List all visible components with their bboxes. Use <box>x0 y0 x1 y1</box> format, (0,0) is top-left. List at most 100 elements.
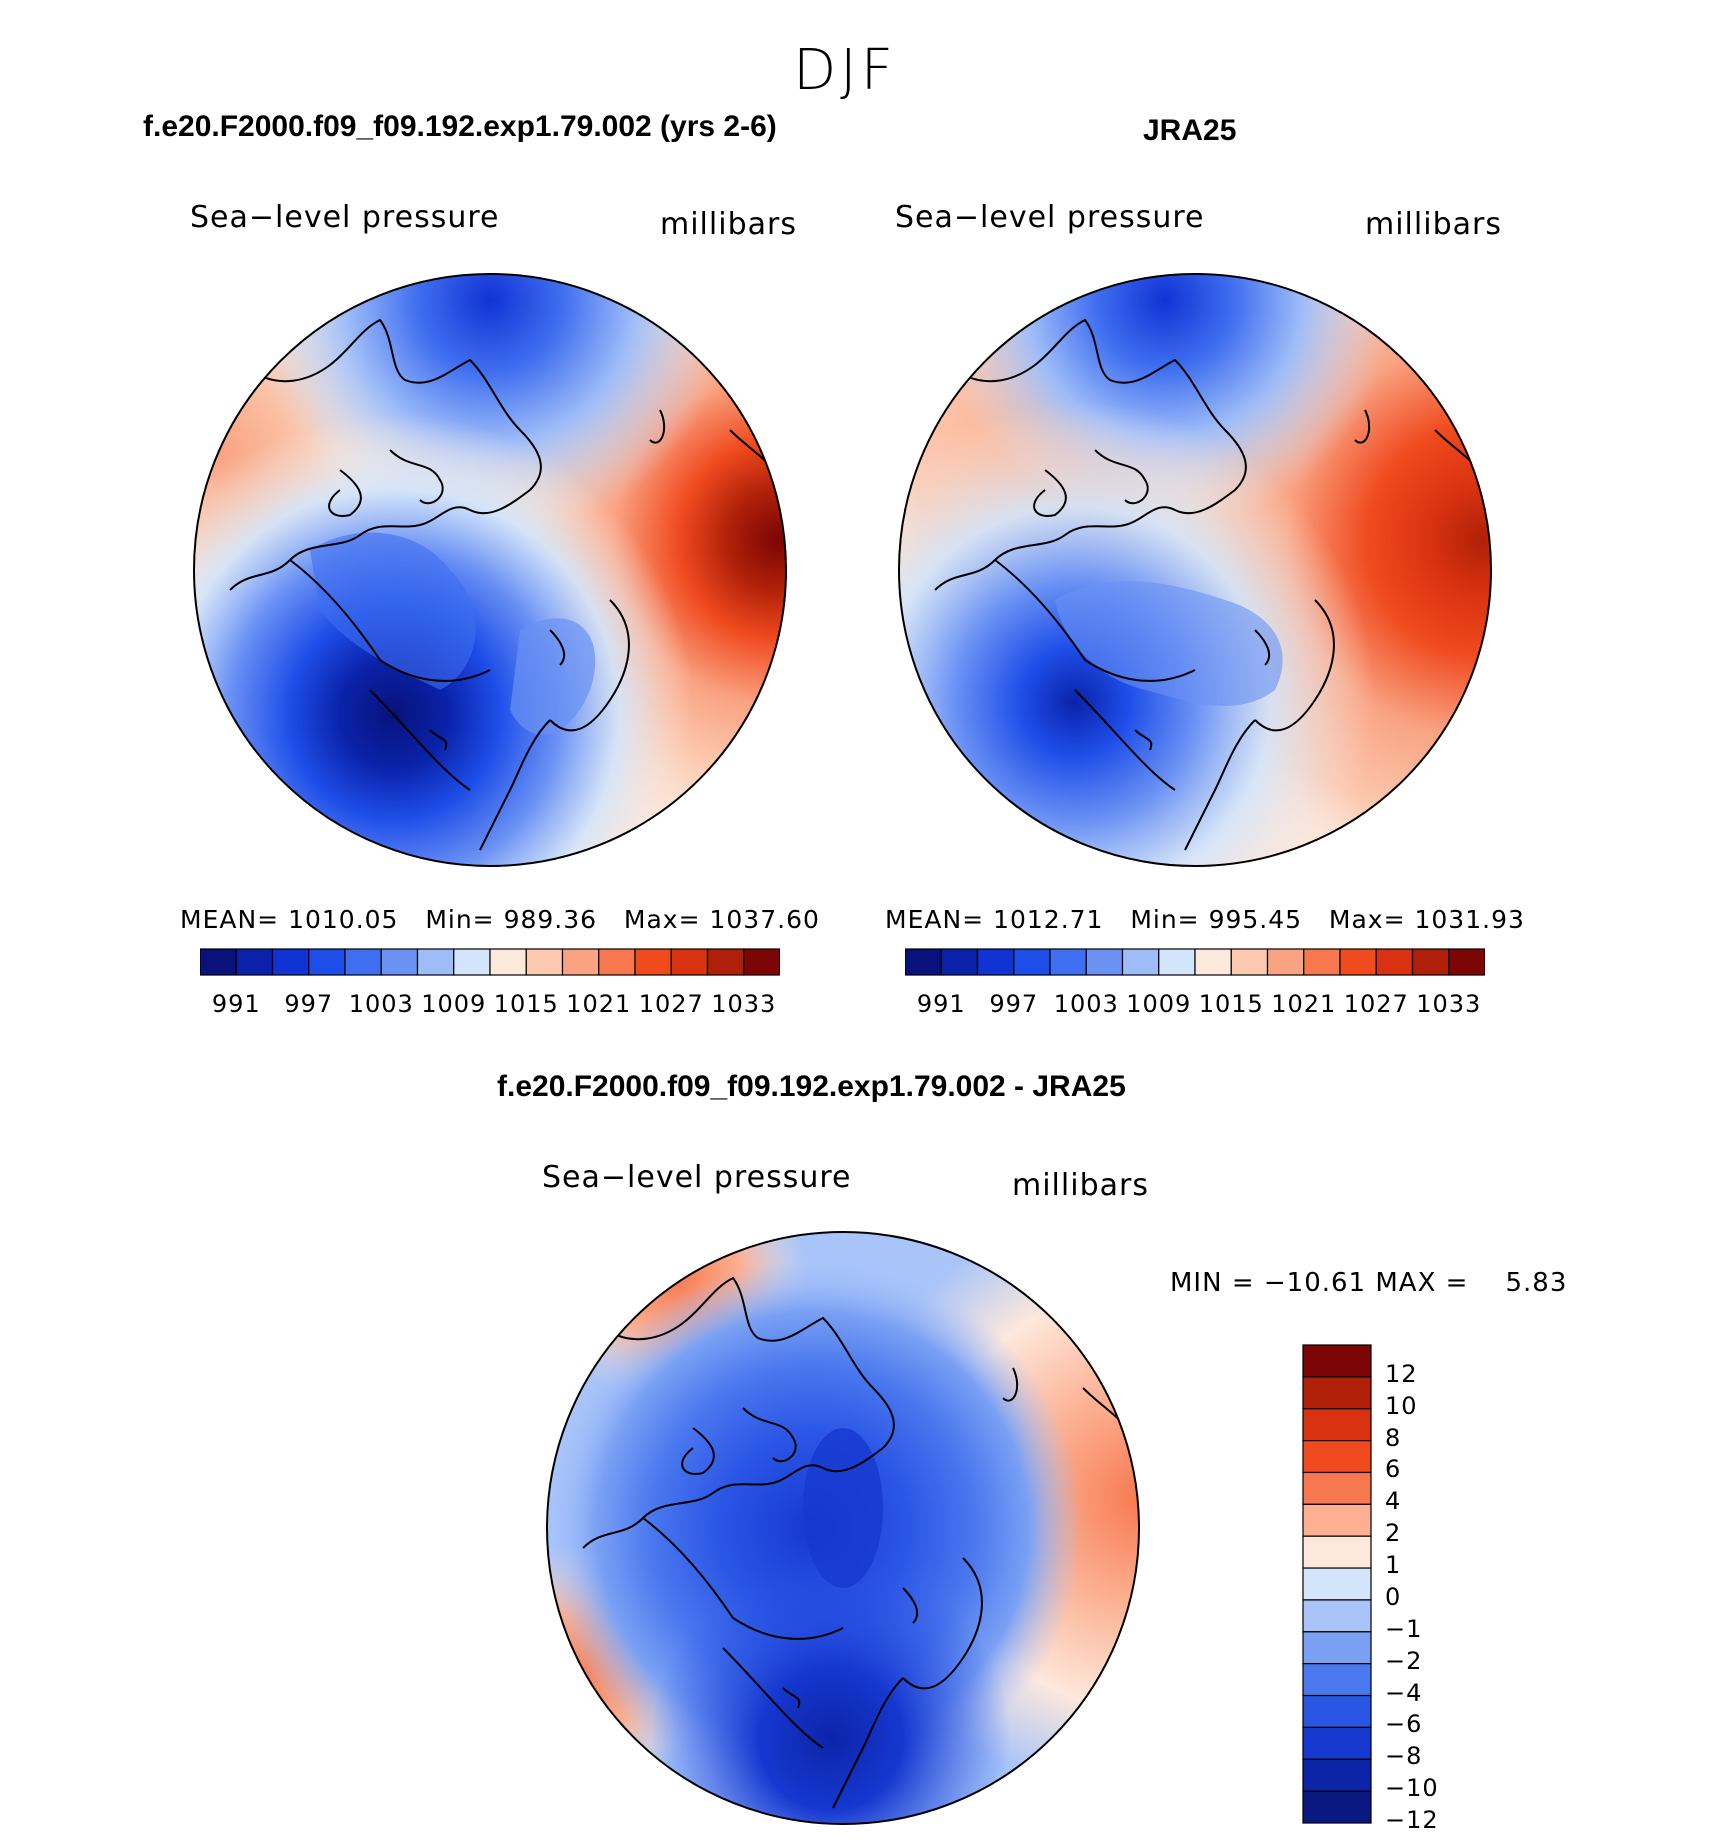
obs-colorbar-tick-labels: 991 997 1003 1009 1015 1021 1027 1033 <box>905 990 1485 1020</box>
model-colorbar-swatch <box>598 948 636 976</box>
diff-colorbar-tick-label: 4 <box>1385 1487 1402 1516</box>
obs-colorbar <box>905 948 1485 976</box>
model-colorbar-tick-label: 1003 <box>348 990 414 1018</box>
obs-colorbar-tick-label: 1021 <box>1271 990 1337 1018</box>
model-colorbar-swatch <box>453 948 491 976</box>
obs-colorbar-swatch <box>1013 948 1051 976</box>
obs-colorbar-swatch <box>940 948 979 976</box>
diff-variable-label: Sea−level pressure <box>542 1160 852 1195</box>
diff-colorbar-swatch <box>1302 1790 1372 1824</box>
obs-stats: MEAN= 1012.71 Min= 995.45 Max= 1031.93 <box>885 905 1525 934</box>
model-colorbar-swatch <box>380 948 419 976</box>
diff-polar-map <box>546 1231 1140 1825</box>
obs-colorbar-swatch <box>1339 948 1377 976</box>
diff-colorbar-swatch <box>1302 1439 1372 1474</box>
diff-colorbar-swatch <box>1302 1567 1372 1601</box>
diff-colorbar-swatch <box>1302 1376 1372 1410</box>
diff-colorbar-swatch <box>1302 1631 1372 1665</box>
diff-colorbar-swatch <box>1302 1694 1372 1728</box>
model-colorbar-swatch <box>235 948 274 976</box>
obs-case-title: JRA25 <box>1143 114 1237 147</box>
obs-colorbar-tick-label: 1027 <box>1343 990 1409 1018</box>
diff-colorbar-tick-label: −1 <box>1385 1614 1423 1643</box>
model-colorbar-swatch <box>489 948 527 976</box>
diff-colorbar-tick-label: −10 <box>1385 1774 1439 1803</box>
model-colorbar-swatch <box>271 948 310 976</box>
model-colorbar-tick-label: 1015 <box>493 990 559 1018</box>
obs-colorbar-swatch <box>1085 948 1124 976</box>
diff-colorbar-tick-label: −8 <box>1385 1742 1423 1771</box>
figure-title-season: DJF <box>793 38 897 103</box>
obs-colorbar-swatch <box>1303 948 1341 976</box>
model-colorbar-tick-label: 1021 <box>566 990 632 1018</box>
obs-colorbar-swatch <box>1448 948 1485 976</box>
diff-colorbar-swatch <box>1302 1503 1372 1537</box>
diff-colorbar-tick-label: −2 <box>1385 1646 1423 1675</box>
obs-max-label: Max= <box>1328 905 1406 934</box>
model-stats: MEAN= 1010.05 Min= 989.36 Max= 1037.60 <box>180 905 820 934</box>
model-case-title: f.e20.F2000.f09_f09.192.exp1.79.002 (yrs… <box>143 110 777 143</box>
diff-colorbar-swatch <box>1302 1535 1372 1569</box>
diff-colorbar-tick-label: 1 <box>1385 1551 1402 1580</box>
model-colorbar-tick-label: 1033 <box>711 990 777 1018</box>
model-colorbar <box>200 948 780 976</box>
obs-mean-label: MEAN= <box>885 905 985 934</box>
model-polar-map <box>193 273 787 867</box>
model-colorbar-swatch <box>525 948 564 976</box>
obs-colorbar-tick-label: 997 <box>989 990 1039 1018</box>
obs-colorbar-tick-label: 1015 <box>1198 990 1264 1018</box>
model-mean-label: MEAN= <box>180 905 280 934</box>
diff-colorbar-tick-label: −4 <box>1385 1678 1423 1707</box>
obs-colorbar-swatch <box>1121 948 1160 976</box>
diff-colorbar-tick-label: 0 <box>1385 1582 1402 1611</box>
obs-colorbar-swatch <box>976 948 1015 976</box>
obs-colorbar-tick-label: 1009 <box>1126 990 1192 1018</box>
diff-colorbar-tick-label: 8 <box>1385 1423 1402 1452</box>
model-units-label: millibars <box>660 207 797 242</box>
model-colorbar-swatch <box>561 948 600 976</box>
diff-colorbar-tick-label: 12 <box>1385 1359 1418 1388</box>
obs-max-value: 1031.93 <box>1414 905 1525 934</box>
model-max-label: Max= <box>623 905 701 934</box>
diff-case-title: f.e20.F2000.f09_f09.192.exp1.79.002 - JR… <box>497 1070 1126 1103</box>
diff-colorbar-swatch <box>1302 1344 1372 1378</box>
model-mean-value: 1010.05 <box>288 905 399 934</box>
obs-colorbar-swatch <box>1158 948 1196 976</box>
diff-colorbar-swatch <box>1302 1408 1372 1442</box>
obs-colorbar-swatch <box>1375 948 1414 976</box>
obs-colorbar-swatch <box>1194 948 1232 976</box>
model-colorbar-swatch <box>308 948 346 976</box>
model-colorbar-swatch <box>670 948 709 976</box>
obs-units-label: millibars <box>1365 207 1502 242</box>
diff-colorbar-tick-label: 10 <box>1385 1391 1418 1420</box>
model-colorbar-tick-label: 991 <box>211 990 261 1018</box>
model-min-label: Min= <box>425 905 495 934</box>
obs-colorbar-swatch <box>1049 948 1087 976</box>
diff-colorbar-tick-label: −6 <box>1385 1710 1423 1739</box>
obs-colorbar-tick-label: 1003 <box>1053 990 1119 1018</box>
obs-colorbar-tick-label: 1033 <box>1416 990 1482 1018</box>
model-colorbar-swatch <box>200 948 237 976</box>
obs-min-label: Min= <box>1130 905 1200 934</box>
obs-mean-value: 1012.71 <box>993 905 1104 934</box>
diff-colorbar-swatch <box>1302 1599 1372 1633</box>
diff-colorbar-tick-label: 2 <box>1385 1519 1402 1548</box>
model-colorbar-swatch <box>743 948 780 976</box>
diff-units-label: millibars <box>1012 1168 1149 1203</box>
model-min-value: 989.36 <box>503 905 598 934</box>
model-colorbar-tick-label: 1009 <box>421 990 487 1018</box>
diff-colorbar-swatch <box>1302 1471 1372 1505</box>
model-colorbar-swatch <box>706 948 745 976</box>
obs-polar-map <box>898 273 1492 867</box>
obs-min-value: 995.45 <box>1208 905 1303 934</box>
diff-colorbar-tick-labels: 12 10 8 6 4 2 1 0 −1 −2 −4 −6 −8 −10 −12 <box>1385 1344 1505 1834</box>
obs-colorbar-swatch <box>1411 948 1450 976</box>
model-colorbar-tick-label: 1027 <box>638 990 704 1018</box>
obs-variable-label: Sea−level pressure <box>895 200 1205 235</box>
diff-colorbar-tick-label: −12 <box>1385 1806 1439 1834</box>
diff-colorbar-swatch <box>1302 1663 1372 1697</box>
model-variable-label: Sea−level pressure <box>190 200 500 235</box>
diff-colorbar-swatch <box>1302 1758 1372 1792</box>
obs-colorbar-swatch <box>1266 948 1305 976</box>
model-colorbar-swatch <box>634 948 672 976</box>
